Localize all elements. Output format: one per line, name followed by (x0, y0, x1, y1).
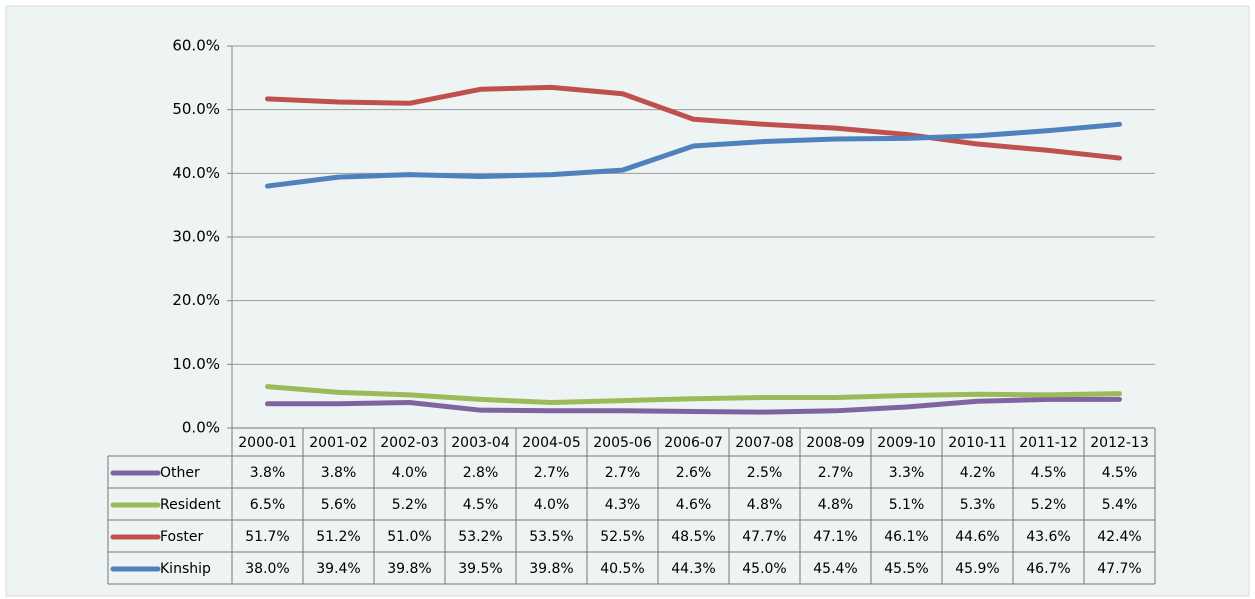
data-label: 5.1% (889, 497, 925, 513)
x-tick-label: 2004-05 (522, 435, 581, 451)
x-tick-label: 2002-03 (380, 435, 439, 451)
data-label: 40.5% (600, 561, 644, 577)
series-line (265, 384, 1122, 406)
data-label: 6.5% (250, 497, 286, 513)
data-label: 4.6% (676, 497, 712, 513)
data-label: 4.8% (818, 497, 854, 513)
data-label: 2.6% (676, 465, 712, 481)
x-tick-label: 2009-10 (877, 435, 936, 451)
data-label: 43.6% (1026, 529, 1070, 545)
y-tick-label: 60.0% (172, 37, 220, 55)
data-label: 51.7% (245, 529, 289, 545)
data-label: 4.8% (747, 497, 783, 513)
data-label: 5.6% (321, 497, 357, 513)
data-label: 4.0% (392, 465, 428, 481)
data-label: 47.1% (813, 529, 857, 545)
y-tick-label: 50.0% (172, 100, 220, 118)
data-label: 4.3% (605, 497, 641, 513)
series-line (265, 121, 1122, 189)
data-label: 46.1% (884, 529, 928, 545)
data-label: 51.0% (387, 529, 431, 545)
data-label: 39.8% (387, 561, 431, 577)
data-label: 47.7% (1097, 561, 1141, 577)
data-label: 4.5% (1031, 465, 1067, 481)
y-tick-label: 20.0% (172, 291, 220, 309)
data-label: 5.2% (1031, 497, 1067, 513)
x-tick-label: 2000-01 (238, 435, 297, 451)
data-label: 47.7% (742, 529, 786, 545)
legend-label: Other (160, 465, 200, 481)
data-label: 42.4% (1097, 529, 1141, 545)
data-label: 53.5% (529, 529, 573, 545)
data-label: 4.5% (1102, 465, 1138, 481)
x-tick-label: 2007-08 (735, 435, 794, 451)
data-label: 4.0% (534, 497, 570, 513)
y-tick-label: 0.0% (182, 419, 220, 437)
x-tick-label: 2001-02 (309, 435, 368, 451)
x-tick-label: 2003-04 (451, 435, 510, 451)
data-label: 2.7% (605, 465, 641, 481)
data-label: 2.7% (818, 465, 854, 481)
data-label: 44.6% (955, 529, 999, 545)
data-label: 44.3% (671, 561, 715, 577)
data-label: 5.2% (392, 497, 428, 513)
data-label: 39.8% (529, 561, 573, 577)
data-label: 45.9% (955, 561, 999, 577)
legend-label: Resident (160, 497, 221, 513)
data-label: 38.0% (245, 561, 289, 577)
data-label: 2.8% (463, 465, 499, 481)
data-label: 3.8% (321, 465, 357, 481)
series-line (265, 396, 1122, 415)
data-label: 52.5% (600, 529, 644, 545)
legend-label: Foster (160, 529, 204, 545)
data-label: 2.7% (534, 465, 570, 481)
data-label: 45.4% (813, 561, 857, 577)
x-tick-label: 2008-09 (806, 435, 865, 451)
data-label: 5.4% (1102, 497, 1138, 513)
data-label: 5.3% (960, 497, 996, 513)
y-tick-label: 40.0% (172, 164, 220, 182)
x-tick-label: 2012-13 (1090, 435, 1149, 451)
x-tick-label: 2006-07 (664, 435, 723, 451)
data-label: 48.5% (671, 529, 715, 545)
x-tick-label: 2010-11 (948, 435, 1007, 451)
data-label: 46.7% (1026, 561, 1070, 577)
data-label: 39.5% (458, 561, 502, 577)
legend-label: Kinship (160, 561, 211, 577)
data-label: 3.3% (889, 465, 925, 481)
x-tick-label: 2005-06 (593, 435, 652, 451)
data-label: 2.5% (747, 465, 783, 481)
y-tick-label: 30.0% (172, 228, 220, 246)
data-label: 4.5% (463, 497, 499, 513)
data-label: 51.2% (316, 529, 360, 545)
x-tick-label: 2011-12 (1019, 435, 1078, 451)
data-label: 45.0% (742, 561, 786, 577)
series-line (265, 84, 1122, 161)
data-label: 45.5% (884, 561, 928, 577)
data-label: 4.2% (960, 465, 996, 481)
data-label: 39.4% (316, 561, 360, 577)
data-label: 3.8% (250, 465, 286, 481)
y-tick-label: 10.0% (172, 355, 220, 373)
data-label: 53.2% (458, 529, 502, 545)
